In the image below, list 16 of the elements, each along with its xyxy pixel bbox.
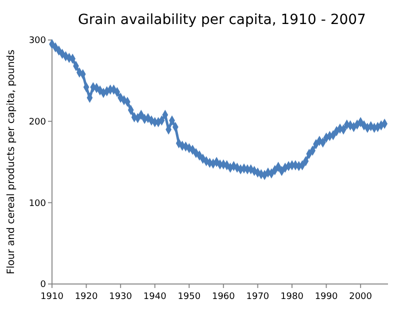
chart-title: Grain availability per capita, 1910 - 2007 [78, 12, 366, 28]
y-tick-label: 300 [28, 36, 46, 46]
x-tick-label: 1910 [40, 292, 64, 302]
x-tick-label: 1950 [178, 292, 201, 302]
x-tick-label: 1920 [74, 292, 98, 302]
y-tick-label: 100 [28, 198, 46, 209]
x-tick-label: 1930 [109, 292, 132, 302]
x-tick-label: 1960 [212, 292, 236, 302]
y-tick-label: 0 [40, 280, 46, 290]
x-tick-label: 1940 [143, 292, 167, 302]
y-tick-label: 200 [28, 117, 46, 128]
x-tick-label: 1980 [280, 292, 304, 302]
x-tick-label: 1990 [314, 292, 338, 302]
y-axis-title: Flour and cereal products per capita, pounds [6, 50, 17, 274]
x-tick-label: 2000 [349, 292, 372, 302]
x-tick-label: 1970 [246, 292, 270, 302]
